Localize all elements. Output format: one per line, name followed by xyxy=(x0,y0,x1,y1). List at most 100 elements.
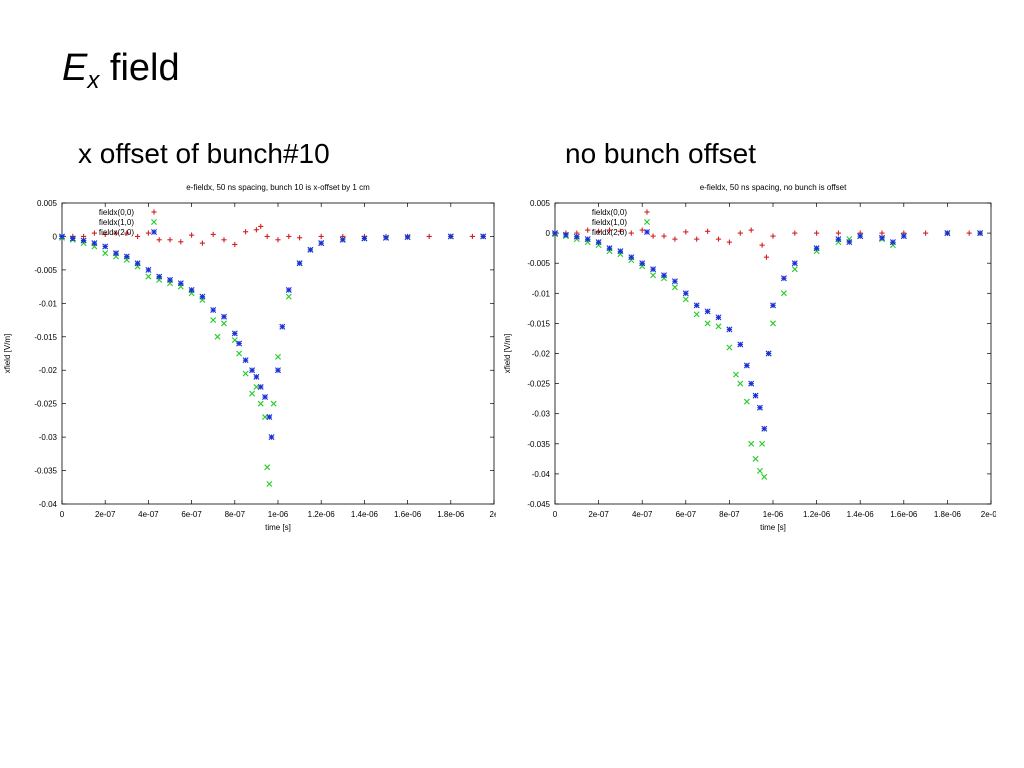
x-tick-label: 6e-07 xyxy=(181,510,202,519)
data-point xyxy=(264,464,271,471)
data-point xyxy=(628,254,635,261)
data-point xyxy=(307,246,314,253)
data-point xyxy=(135,233,141,240)
data-point xyxy=(80,237,87,244)
data-point xyxy=(297,235,303,241)
data-point xyxy=(562,231,569,238)
data-point xyxy=(275,367,281,374)
chart-right: e-fieldx, 50 ns spacing, no bunch is off… xyxy=(500,178,996,538)
data-point xyxy=(661,233,667,239)
data-point xyxy=(258,223,264,230)
data-point xyxy=(156,237,162,243)
x-tick-label: 8e-07 xyxy=(225,510,246,519)
data-point xyxy=(80,240,87,247)
data-point xyxy=(923,230,929,236)
data-point xyxy=(835,230,841,236)
y-axis-label: xfield [V/m] xyxy=(3,334,12,374)
data-point xyxy=(231,330,238,337)
data-point xyxy=(279,323,286,330)
slide-title-subscript: x xyxy=(87,67,100,94)
caption-right: no bunch offset xyxy=(565,138,756,169)
data-point xyxy=(404,234,411,241)
data-point xyxy=(585,227,591,233)
data-point xyxy=(249,367,256,374)
y-tick-label: -0.02 xyxy=(532,350,551,359)
x-tick-label: 1.6e-06 xyxy=(890,510,918,519)
data-point xyxy=(682,296,689,303)
data-point xyxy=(167,237,173,243)
data-point xyxy=(756,467,763,474)
x-tick-label: 4e-07 xyxy=(632,510,653,519)
data-point xyxy=(748,380,755,387)
data-point xyxy=(221,320,227,327)
data-point xyxy=(661,272,667,279)
x-tick-label: 0 xyxy=(60,510,65,519)
data-point xyxy=(791,260,798,267)
data-point xyxy=(210,231,216,238)
y-tick-label: -0.015 xyxy=(527,319,550,328)
data-point xyxy=(966,230,972,236)
data-point xyxy=(214,333,221,340)
y-tick-label: -0.035 xyxy=(34,467,57,476)
series-fieldx(2,0) xyxy=(552,230,984,432)
data-point xyxy=(752,392,759,399)
x-tick-label: 4e-07 xyxy=(138,510,159,519)
slide-title-rest: field xyxy=(99,47,180,89)
data-point xyxy=(426,233,432,240)
data-point xyxy=(792,230,798,236)
data-point xyxy=(650,272,657,279)
chart-title: e-fieldx, 50 ns spacing, bunch 10 is x-o… xyxy=(186,183,370,192)
data-point xyxy=(145,230,151,236)
y-tick-label: -0.005 xyxy=(34,266,57,275)
legend-label: fieldx(2,0) xyxy=(592,228,627,237)
legend-marker xyxy=(644,219,650,225)
data-point xyxy=(650,233,656,239)
y-tick-label: -0.02 xyxy=(39,366,58,375)
data-point xyxy=(285,286,292,293)
legend-label: fieldx(1,0) xyxy=(592,218,627,227)
y-tick-label: -0.035 xyxy=(527,440,550,449)
x-axis-label: time [s] xyxy=(265,523,291,532)
data-point xyxy=(123,253,130,260)
data-point xyxy=(704,308,711,315)
caption-left: x offset of bunch#10 xyxy=(78,138,330,169)
legend-marker xyxy=(151,229,157,235)
data-point xyxy=(242,370,249,377)
data-point xyxy=(944,230,951,237)
legend-label: fieldx(0,0) xyxy=(592,208,627,217)
legend-marker xyxy=(644,229,650,235)
x-tick-label: 0 xyxy=(553,510,558,519)
data-point xyxy=(270,400,277,407)
data-point xyxy=(231,337,238,344)
y-tick-label: -0.025 xyxy=(527,380,550,389)
data-point xyxy=(761,473,768,480)
data-point xyxy=(694,236,700,242)
data-point xyxy=(242,357,249,364)
data-point xyxy=(275,237,281,243)
x-tick-label: 1.2e-06 xyxy=(308,510,336,519)
data-point xyxy=(210,317,217,324)
data-point xyxy=(178,239,184,245)
data-point xyxy=(91,230,97,236)
data-point xyxy=(296,260,303,267)
data-point xyxy=(221,237,227,243)
data-point xyxy=(889,239,896,246)
data-point xyxy=(726,344,733,351)
data-point xyxy=(813,245,820,252)
x-tick-label: 1.6e-06 xyxy=(394,510,422,519)
data-point xyxy=(693,302,700,309)
data-point xyxy=(257,400,264,407)
y-tick-label: -0.01 xyxy=(39,299,58,308)
y-tick-label: -0.03 xyxy=(532,410,551,419)
data-point xyxy=(285,293,292,300)
data-point xyxy=(264,233,270,240)
data-point xyxy=(761,425,768,432)
data-point xyxy=(791,266,798,273)
y-tick-label: -0.025 xyxy=(34,400,57,409)
data-point xyxy=(672,236,678,242)
data-point xyxy=(189,232,195,238)
data-point xyxy=(177,280,184,287)
plot-frame xyxy=(61,202,495,505)
data-point xyxy=(268,434,275,441)
legend-marker xyxy=(151,219,157,225)
